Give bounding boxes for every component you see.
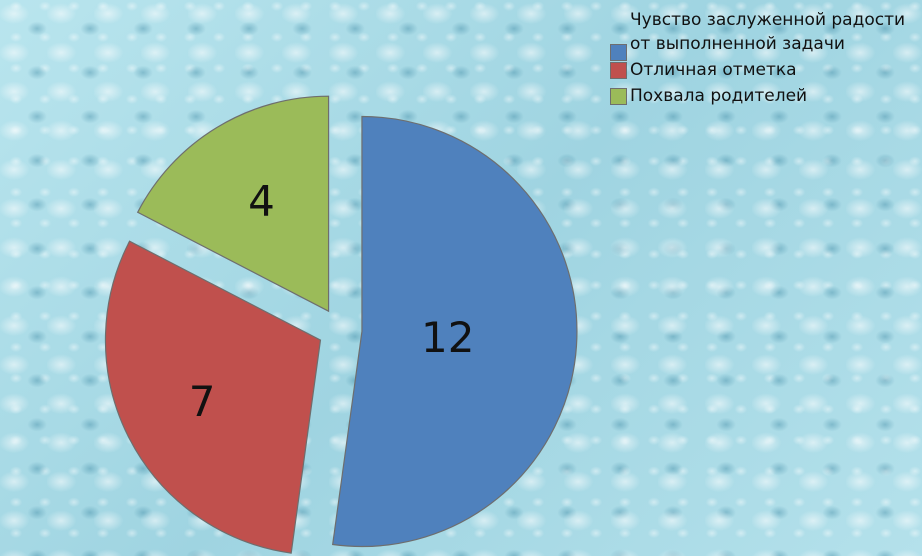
pie-data-labels: 12 7 4 bbox=[189, 176, 475, 425]
pie-slice-praise bbox=[136, 95, 330, 313]
legend-label-grade: Отличная отметка bbox=[630, 60, 797, 80]
legend-swatch-praise bbox=[610, 88, 627, 105]
data-label-satisfaction: 12 bbox=[421, 313, 474, 362]
legend-label-satisfaction: Чувство заслуженной радости от выполненн… bbox=[630, 10, 906, 54]
legend-item-grade: Отличная отметка bbox=[606, 58, 922, 82]
legend-swatch-grade bbox=[610, 62, 627, 79]
legend: Чувство заслуженной радости от выполненн… bbox=[606, 8, 922, 110]
legend-item-satisfaction: Чувство заслуженной радости от выполненн… bbox=[606, 8, 922, 61]
pie-slice-satisfaction bbox=[331, 115, 578, 548]
legend-swatch-satisfaction bbox=[610, 44, 627, 61]
pie-slices bbox=[104, 95, 578, 554]
data-label-praise: 4 bbox=[248, 176, 275, 225]
pie-slice-grade bbox=[104, 240, 322, 554]
legend-label-praise: Похвала родителей bbox=[630, 86, 808, 106]
data-label-grade: 7 bbox=[189, 377, 216, 426]
legend-item-praise: Похвала родителей bbox=[606, 84, 922, 108]
